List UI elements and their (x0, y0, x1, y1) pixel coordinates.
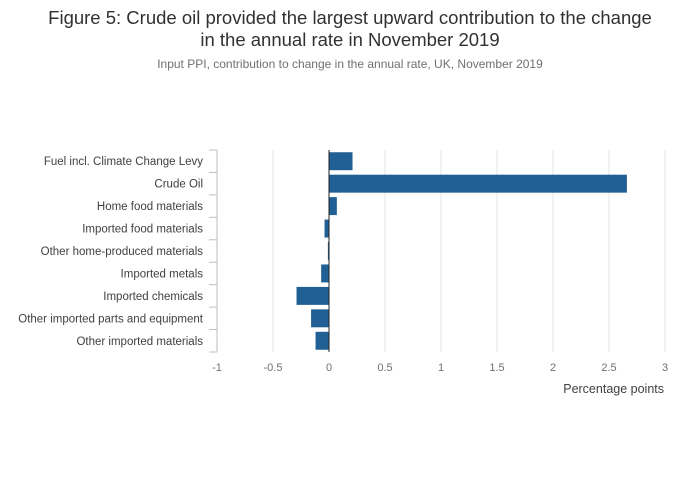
x-tick-label: 3 (662, 362, 668, 374)
chart-title-line-1: Figure 5: Crude oil provided the largest… (48, 7, 652, 28)
bar (329, 152, 353, 171)
category-label: Imported metals (121, 268, 204, 280)
x-tick-label: 2.5 (601, 362, 616, 374)
chart-title: Figure 5: Crude oil provided the largest… (20, 7, 680, 51)
bar (315, 331, 329, 350)
bar (321, 264, 329, 283)
category-label: Home food materials (97, 201, 203, 213)
category-label: Crude Oil (154, 179, 203, 191)
x-tick-label: 1.5 (489, 362, 504, 374)
category-label: Fuel incl. Climate Change Levy (44, 156, 203, 168)
bars (296, 152, 627, 350)
chart-subtitle: Input PPI, contribution to change in the… (157, 57, 543, 71)
bar (324, 219, 329, 238)
x-tick-label: -0.5 (264, 362, 283, 374)
bar (296, 286, 329, 305)
x-tick-label: -1 (212, 362, 222, 374)
bar (311, 309, 329, 328)
chart-title-line-2: in the annual rate in November 2019 (200, 29, 500, 50)
bar (329, 174, 627, 193)
category-label: Other home-produced materials (41, 246, 204, 258)
x-tick-label: 0 (326, 362, 332, 374)
labels: -1 -0.5 0 0.5 1 1.5 2 2.5 3 Fuel incl. Climate Ch… (18, 156, 668, 374)
category-label: Imported chemicals (103, 291, 203, 303)
axes (209, 149, 330, 353)
category-label: Other imported materials (76, 336, 203, 348)
x-tick-label: 2 (550, 362, 556, 374)
bar (329, 197, 337, 216)
category-label: Imported food materials (82, 224, 203, 236)
category-label: Other imported parts and equipment (18, 313, 204, 325)
x-tick-label: 1 (438, 362, 444, 374)
x-tick-label: 0.5 (377, 362, 392, 374)
bar (327, 242, 329, 260)
x-axis-title: Percentage points (563, 382, 664, 396)
